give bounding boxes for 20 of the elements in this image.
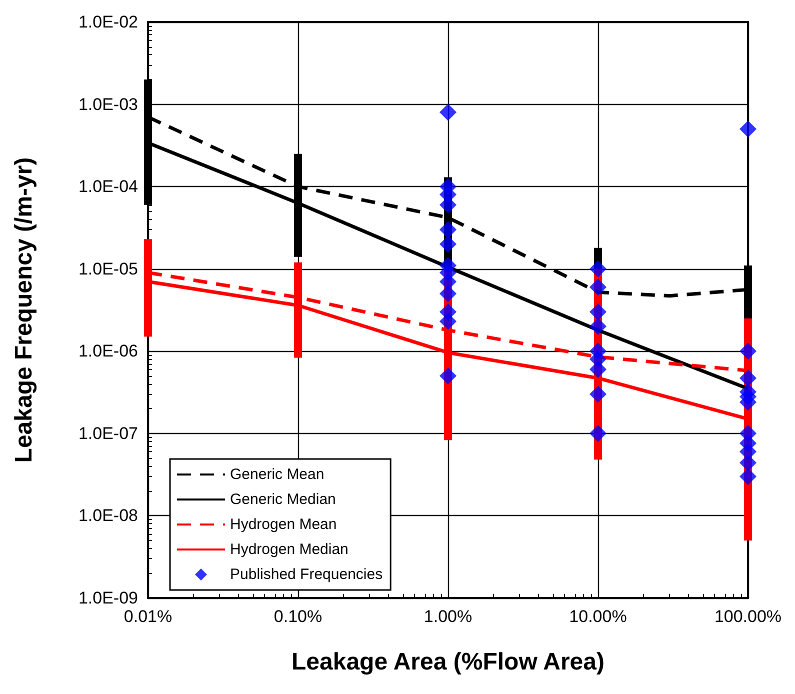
legend-label: Hydrogen Median (230, 541, 348, 558)
y-tick-label: 1.0E-07 (78, 424, 138, 443)
x-tick-label: 0.01% (124, 607, 172, 626)
y-tick-label: 1.0E-05 (78, 259, 138, 278)
x-tick-label: 0.10% (274, 607, 322, 626)
y-tick-label: 1.0E-06 (78, 342, 138, 361)
legend-label: Published Frequencies (230, 566, 383, 583)
y-tick-label: 1.0E-08 (78, 506, 138, 526)
x-tick-label: 1.00% (424, 607, 472, 626)
legend-label: Generic Median (230, 491, 336, 508)
x-tick-label: 10.00% (569, 607, 627, 626)
legend-label: Generic Mean (230, 466, 324, 483)
x-tick-label: 100.00% (714, 607, 782, 626)
legend-label: Hydrogen Mean (230, 516, 337, 533)
y-tick-label: 1.0E-02 (78, 12, 138, 32)
y-tick-label: 1.0E-09 (78, 588, 138, 608)
y-axis-title: Leakage Frequency (/m-yr) (10, 157, 38, 463)
y-tick-label: 1.0E-04 (78, 177, 138, 196)
y-tick-label: 1.0E-03 (78, 94, 138, 114)
x-axis-title: Leakage Area (%Flow Area) (292, 648, 604, 676)
